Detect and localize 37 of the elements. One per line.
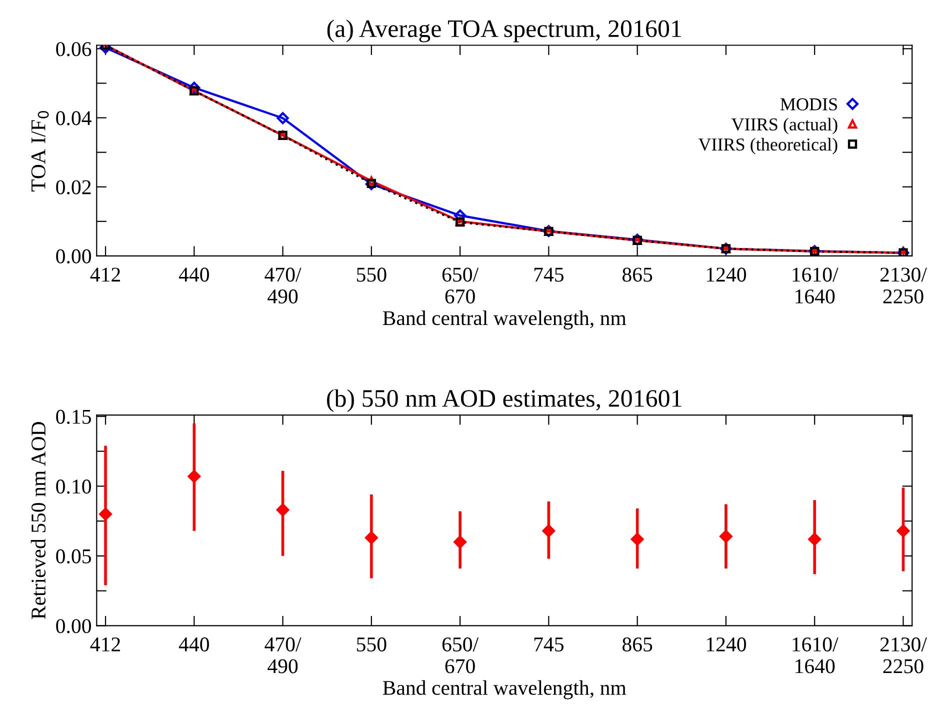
x-tick-label: 865	[622, 637, 652, 652]
x-tick-label: 650/ 670	[442, 268, 479, 304]
legend-label: VIIRS (actual)	[731, 118, 838, 134]
x-tick-label: 745	[534, 268, 564, 282]
x-tick-label: 1240	[706, 268, 746, 282]
y-tick-label: 0.02	[56, 180, 91, 194]
legend-label: VIIRS (theoretical)	[698, 138, 838, 154]
x-tick-label: 550	[357, 268, 386, 282]
x-tick-label: 470/ 490	[264, 268, 302, 304]
x-tick-label: 2130/ 2250	[880, 268, 927, 304]
x-axis-title: Band central wavelength, nm	[382, 310, 626, 330]
chart-title: (b) 550 nm AOD estimates, 201601	[327, 389, 682, 412]
y-tick-label: 0.15	[56, 410, 91, 424]
x-tick-label: 650/ 670	[442, 637, 479, 674]
x-tick-label: 865	[622, 268, 652, 282]
y-tick-label: 0.00	[56, 249, 92, 264]
y-tick-label: 0.00	[56, 619, 92, 634]
y-tick-label: 0.05	[56, 549, 91, 564]
x-tick-label: 550	[357, 637, 386, 652]
x-tick-label: 440	[178, 268, 209, 282]
y-axis-title: TOA I/F$_{0}$	[31, 110, 49, 192]
x-tick-label: 745	[534, 638, 564, 652]
x-tick-label: 1240	[706, 637, 746, 652]
y-tick-label: 0.06	[56, 42, 92, 56]
x-axis-title: Band central wavelength, nm	[382, 680, 626, 700]
x-tick-label: 1610/ 1640	[792, 268, 838, 304]
legend-label: MODIS	[780, 98, 837, 110]
x-tick-label: 412	[90, 268, 120, 282]
y-axis-title: Retrieved 550 nm AOD	[30, 422, 46, 619]
x-tick-label: 2130/ 2250	[880, 637, 927, 674]
x-tick-label: 470/ 490	[264, 637, 302, 674]
y-tick-label: 0.10	[56, 480, 92, 494]
x-tick-label: 412	[90, 637, 120, 652]
x-tick-label: 1610/ 1640	[792, 637, 838, 674]
x-tick-label: 440	[178, 637, 209, 652]
y-tick-label: 0.04	[56, 111, 92, 126]
chart-title: (a) Average TOA spectrum, 201601	[327, 20, 681, 42]
